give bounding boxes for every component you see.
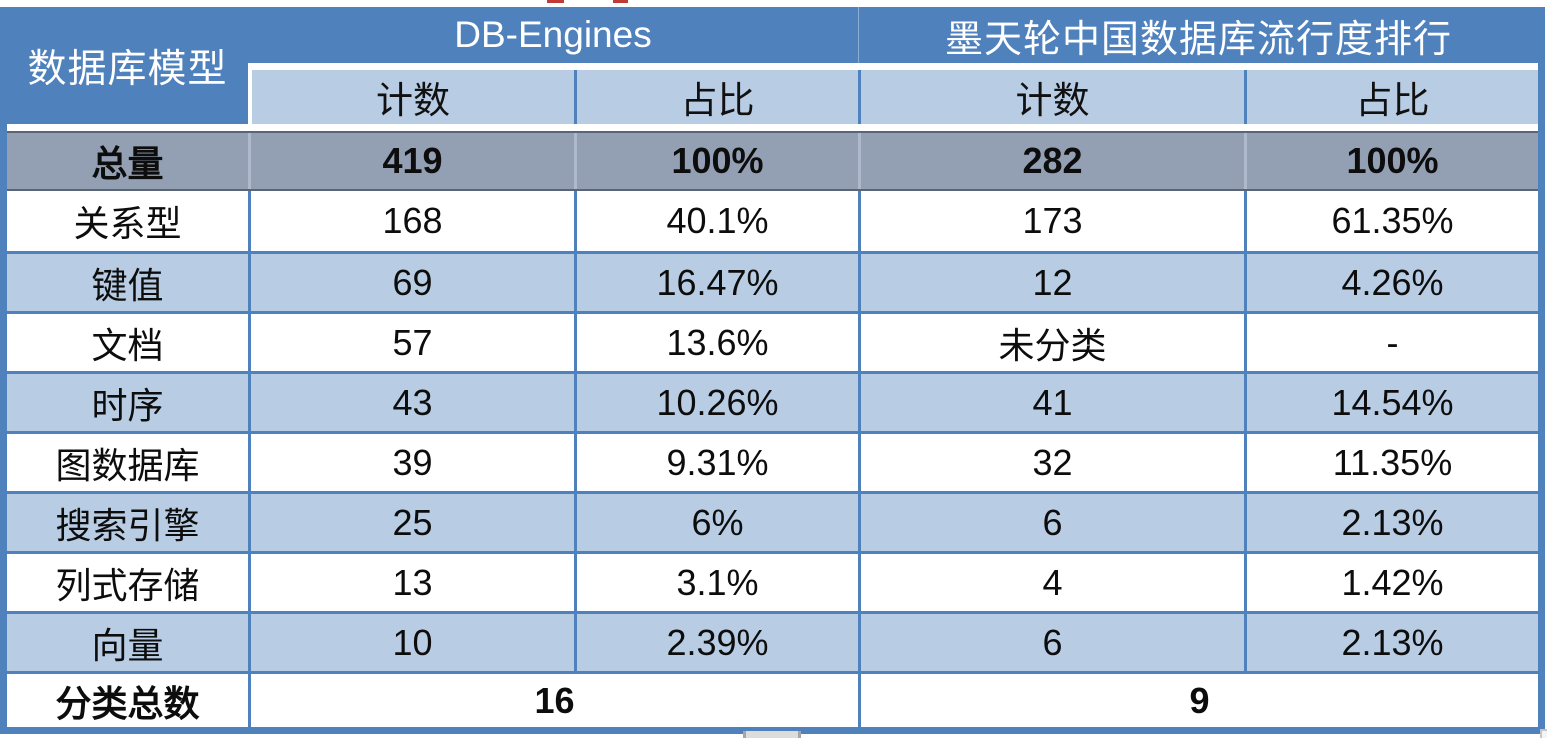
- header-divider: [248, 63, 1538, 70]
- row-label: 图数据库: [55, 444, 200, 486]
- cell-count-modb: 32: [858, 434, 1244, 491]
- cell-count-db: 39: [248, 434, 574, 491]
- group-header-modb-ranking: 墨天轮中国数据库流行度排行: [858, 7, 1538, 64]
- cell-count-db: 43: [248, 374, 574, 431]
- sub-header-count-modb: 计数: [858, 70, 1244, 124]
- cell-category-count-modb: 9: [858, 674, 1538, 727]
- row-label: 列式存储: [55, 564, 200, 606]
- table-row: 文档 57 13.6% 未分类 -: [7, 311, 1538, 371]
- table-row: 键值 69 16.47% 12 4.26%: [7, 251, 1538, 311]
- cell-share-modb: 2.13%: [1244, 614, 1538, 671]
- row-label: 键值: [91, 264, 164, 306]
- cell-count-modb: 173: [858, 191, 1244, 251]
- cell-share-db: 3.1%: [574, 554, 858, 611]
- row-label: 搜索引擎: [55, 504, 200, 546]
- cell-count-modb: 41: [858, 374, 1244, 431]
- cell-share-modb: 2.13%: [1244, 494, 1538, 551]
- cell-share-db: 40.1%: [574, 191, 858, 251]
- cell-share-db: 6%: [574, 494, 858, 551]
- cell-count-modb: 6: [858, 494, 1244, 551]
- table-row-total: 总量 419 100% 282 100%: [7, 131, 1538, 191]
- row-label: 分类总数: [55, 682, 200, 724]
- scrollbar-thumb[interactable]: [743, 731, 801, 738]
- row-label: 总量: [91, 143, 164, 184]
- cell-count-db: 57: [248, 314, 574, 371]
- table-header: 数据库模型 DB-Engines 墨天轮中国数据库流行度排行 计数 占比 计数 …: [7, 7, 1538, 124]
- cell-share-db: 16.47%: [574, 254, 858, 311]
- table-row: 时序 43 10.26% 41 14.54%: [7, 371, 1538, 431]
- cell-share-modb: 100%: [1244, 133, 1538, 189]
- cell-share-modb: 4.26%: [1244, 254, 1538, 311]
- header-right-area: DB-Engines 墨天轮中国数据库流行度排行 计数 占比 计数 占比: [248, 7, 1538, 124]
- table-row: 列式存储 13 3.1% 4 1.42%: [7, 551, 1538, 611]
- cell-count-db: 419: [248, 133, 574, 189]
- cell-count-modb: 282: [858, 133, 1244, 189]
- cell-share-db: 2.39%: [574, 614, 858, 671]
- cell-count-modb: 未分类: [858, 314, 1244, 371]
- table-row: 搜索引擎 25 6% 6 2.13%: [7, 491, 1538, 551]
- cell-share-db: 13.6%: [574, 314, 858, 371]
- sub-header-row: 计数 占比 计数 占比: [248, 70, 1538, 124]
- cell-share-modb: -: [1244, 314, 1538, 371]
- cell-count-db: 69: [248, 254, 574, 311]
- sub-header-share-db: 占比: [574, 70, 858, 124]
- cell-count-db: 10: [248, 614, 574, 671]
- table-row: 向量 10 2.39% 6 2.13%: [7, 611, 1538, 671]
- row-label: 时序: [91, 384, 164, 426]
- cell-count-modb: 4: [858, 554, 1244, 611]
- header-body-divider: [7, 124, 1538, 131]
- cropped-text-artifact: [613, 0, 628, 3]
- window-corner-artifact: [1540, 729, 1547, 738]
- corner-header-cell: 数据库模型: [7, 7, 248, 124]
- cell-count-db: 168: [248, 191, 574, 251]
- cell-count-db: 13: [248, 554, 574, 611]
- table-row: 关系型 168 40.1% 173 61.35%: [7, 191, 1538, 251]
- cropped-text-artifact: [547, 0, 564, 3]
- database-model-comparison-table: 数据库模型 DB-Engines 墨天轮中国数据库流行度排行 计数 占比 计数 …: [0, 7, 1545, 734]
- table-row-category-totals: 分类总数 16 9: [7, 671, 1538, 727]
- cell-count-db: 25: [248, 494, 574, 551]
- row-label: 向量: [91, 624, 164, 666]
- row-label: 关系型: [73, 203, 182, 244]
- cell-share-modb: 61.35%: [1244, 191, 1538, 251]
- cell-category-count-db: 16: [248, 674, 858, 727]
- cell-share-modb: 1.42%: [1244, 554, 1538, 611]
- cell-count-modb: 6: [858, 614, 1244, 671]
- sub-header-count-db: 计数: [248, 70, 574, 124]
- cell-share-db: 9.31%: [574, 434, 858, 491]
- cell-share-db: 100%: [574, 133, 858, 189]
- group-header-db-engines: DB-Engines: [454, 14, 652, 56]
- cell-count-modb: 12: [858, 254, 1244, 311]
- row-label: 文档: [91, 324, 164, 366]
- table-row: 图数据库 39 9.31% 32 11.35%: [7, 431, 1538, 491]
- sub-header-share-modb: 占比: [1244, 70, 1538, 124]
- group-header-row: DB-Engines 墨天轮中国数据库流行度排行: [248, 7, 1538, 64]
- cell-share-db: 10.26%: [574, 374, 858, 431]
- cell-share-modb: 11.35%: [1244, 434, 1538, 491]
- cell-share-modb: 14.54%: [1244, 374, 1538, 431]
